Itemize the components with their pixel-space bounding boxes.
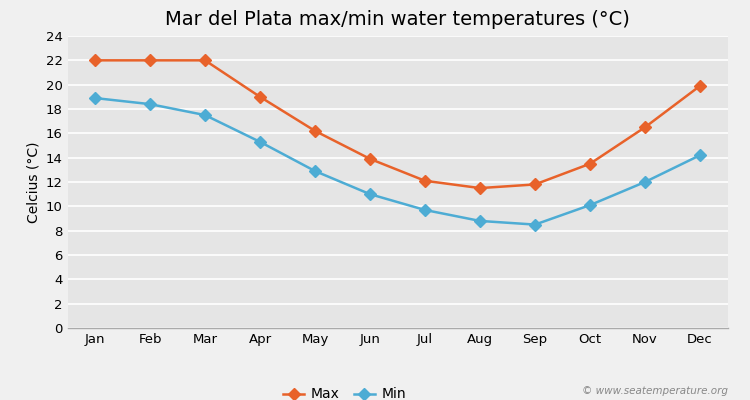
Min: [310, 169, 320, 174]
Min: [586, 203, 595, 208]
Min: [146, 102, 154, 106]
Line: Min: Min: [91, 94, 704, 229]
Min: [200, 113, 209, 118]
Max: [530, 182, 539, 187]
Max: [91, 58, 100, 63]
Y-axis label: Celcius (°C): Celcius (°C): [26, 141, 40, 223]
Max: [695, 84, 704, 88]
Title: Mar del Plata max/min water temperatures (°C): Mar del Plata max/min water temperatures…: [165, 10, 630, 29]
Min: [476, 218, 484, 223]
Max: [200, 58, 209, 63]
Max: [256, 94, 265, 99]
Max: [421, 178, 430, 183]
Min: [421, 208, 430, 212]
Max: [310, 128, 320, 133]
Max: [586, 161, 595, 166]
Max: [640, 125, 650, 130]
Max: [365, 156, 374, 161]
Min: [365, 192, 374, 196]
Min: [530, 222, 539, 227]
Max: [146, 58, 154, 63]
Min: [695, 153, 704, 158]
Text: © www.seatemperature.org: © www.seatemperature.org: [581, 386, 728, 396]
Min: [91, 96, 100, 100]
Min: [256, 140, 265, 144]
Line: Max: Max: [91, 56, 704, 192]
Legend: Max, Min: Max, Min: [278, 382, 412, 400]
Max: [476, 186, 484, 190]
Min: [640, 180, 650, 184]
